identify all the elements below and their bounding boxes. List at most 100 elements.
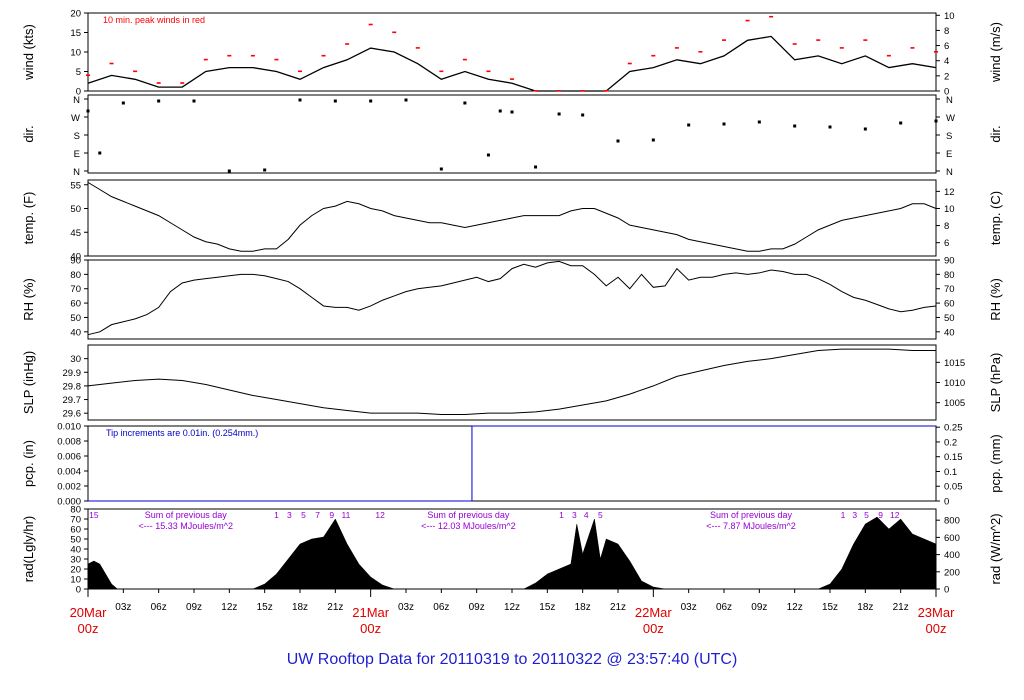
SLP-line xyxy=(87,348,936,416)
pcp-annotation: Tip increments are 0.01in. (0.254mm.) xyxy=(106,428,258,438)
y-tick-label-left: 0.008 xyxy=(57,437,81,448)
day-label: 21Mar xyxy=(352,605,390,620)
y-tick-label-left: 70 xyxy=(70,284,81,295)
y-tick-label-left: 20 xyxy=(70,565,81,576)
x-tick-label: 18z xyxy=(292,602,308,613)
panel-frame xyxy=(87,179,937,257)
x-tick-label: 03z xyxy=(115,602,131,613)
y-axis-label-left: SLP (inHg) xyxy=(21,351,36,414)
daily-sum-value: <--- 12.03 MJoules/m^2 xyxy=(421,521,516,531)
solar-hour-mark: 12 xyxy=(375,510,385,520)
dir-point xyxy=(651,138,655,142)
peak-wind-point xyxy=(934,51,938,53)
y-tick-label-right: 0.25 xyxy=(944,423,963,434)
dir-point xyxy=(439,167,443,171)
y-axis-label-right: rad (W/m^2) xyxy=(988,513,1003,584)
y-tick-label-right: 4 xyxy=(944,56,949,67)
y-axis-label-left: RH (%) xyxy=(21,278,36,321)
y-tick-label-right: 0.2 xyxy=(944,437,957,448)
peak-wind-point xyxy=(604,90,609,92)
footer-title: UW Rooftop Data for 20110319 to 20110322… xyxy=(286,651,738,668)
x-tick-label: 15z xyxy=(257,602,273,613)
solar-hour-mark: 1 xyxy=(841,510,846,520)
y-tick-label-right: 1010 xyxy=(944,378,965,389)
peak-wind-point xyxy=(769,15,774,18)
daily-sum-label: Sum of previous day xyxy=(710,510,793,520)
peak-wind-point xyxy=(698,51,703,53)
y-tick-label-left: E xyxy=(74,149,80,160)
peak-wind-point xyxy=(816,39,821,41)
day-label: 20Mar xyxy=(70,605,108,620)
y-tick-label-left: 29.8 xyxy=(63,381,82,392)
x-tick-label: 21z xyxy=(893,602,909,613)
peak-wind-point xyxy=(886,54,891,57)
y-tick-label-left: 29.6 xyxy=(63,409,82,420)
x-tick-label: 09z xyxy=(186,602,202,613)
x-tick-label: 12z xyxy=(221,602,237,613)
y-tick-label-right: 8 xyxy=(944,221,949,232)
y-tick-label-right: 1005 xyxy=(944,398,965,409)
y-tick-label-left: 55 xyxy=(70,180,81,191)
dir-point xyxy=(510,110,514,114)
y-tick-label-right: 0.05 xyxy=(944,482,963,493)
x-tick-label: 03z xyxy=(398,602,414,613)
y-tick-label-left: 10 xyxy=(70,575,81,586)
x-axis: 03z 06z 09z 12z 15z 18z 21z 03z 06z 09z 12z 15z 18z 2… xyxy=(70,589,955,636)
dir-point xyxy=(828,125,832,129)
peak-wind-point xyxy=(533,90,538,92)
y-tick-label-left: 29.7 xyxy=(63,395,82,406)
peak-wind-point xyxy=(415,47,420,49)
solar-hour-mark: 5 xyxy=(598,510,603,520)
solar-hour-mark: 15 xyxy=(89,510,99,520)
y-axis-label-left: temp. (F) xyxy=(21,192,36,245)
x-tick-label: 15z xyxy=(822,602,838,613)
y-tick-label-left: 0.000 xyxy=(57,497,81,508)
y-tick-label-left: W xyxy=(71,113,80,124)
y-tick-label-left: 50 xyxy=(70,313,81,324)
x-tick-label: 06z xyxy=(151,602,167,613)
wind-annotation: 10 min. peak winds in red xyxy=(103,15,205,25)
radiation-area xyxy=(87,516,937,590)
solar-hour-mark: 3 xyxy=(572,510,577,520)
peak-wind-point xyxy=(722,39,726,41)
day-label-time: 00z xyxy=(360,621,381,636)
panel-rad: rad(Lgly/hr) rad (W/m^2)01020304050607080… xyxy=(21,505,1003,596)
y-tick-label-right: 70 xyxy=(944,284,955,295)
peak-wind-point xyxy=(651,54,656,57)
x-tick-label: 15z xyxy=(539,602,555,613)
solar-hour-mark: 9 xyxy=(878,510,883,520)
y-tick-label-left: 30 xyxy=(70,354,81,365)
y-tick-label-left: 80 xyxy=(70,270,81,281)
daily-sum-value: <--- 7.87 MJoules/m^2 xyxy=(706,521,796,531)
solar-hour-mark: 7 xyxy=(315,510,320,520)
daily-sum-label: Sum of previous day xyxy=(427,510,510,520)
y-tick-label-right: 60 xyxy=(944,299,955,310)
y-axis-label-right: wind (m/s) xyxy=(988,22,1003,83)
y-tick-label-right: 600 xyxy=(944,533,960,544)
peak-wind-point xyxy=(86,74,90,76)
y-tick-label-right: 10 xyxy=(944,11,955,22)
dir-point xyxy=(616,139,620,143)
day-label: 22Mar xyxy=(635,605,673,620)
solar-hour-mark: 5 xyxy=(864,510,869,520)
peak-wind-point xyxy=(863,39,868,41)
panel-frame xyxy=(87,344,937,421)
solar-hour-mark: 12 xyxy=(890,510,900,520)
y-tick-label-right: N xyxy=(946,167,953,178)
x-tick-label: 18z xyxy=(575,602,591,613)
solar-hour-mark: 9 xyxy=(329,510,334,520)
y-tick-label-left: 0.004 xyxy=(57,467,81,478)
peak-wind-point xyxy=(250,54,255,57)
y-tick-label-left: 60 xyxy=(70,299,81,310)
y-tick-label-right: N xyxy=(946,95,953,106)
y-axis-label-right: temp. (C) xyxy=(988,191,1003,245)
dir-point xyxy=(121,101,125,105)
peak-wind-point xyxy=(180,82,185,84)
solar-hour-mark: 1 xyxy=(559,510,564,520)
dir-point xyxy=(534,165,538,169)
y-tick-label-right: E xyxy=(946,149,952,160)
peak-wind-point xyxy=(580,90,585,92)
dir-point xyxy=(463,101,467,105)
y-axis-label-left: dir. xyxy=(21,125,36,142)
